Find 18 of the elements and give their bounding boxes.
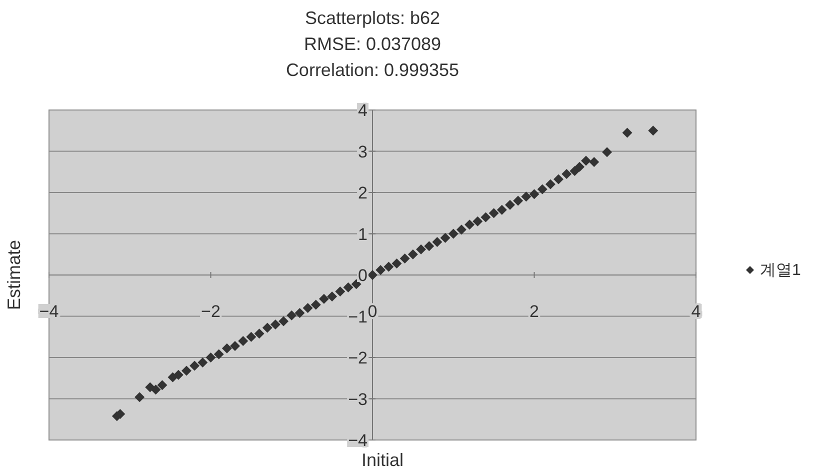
x-tick-label: 2 (530, 302, 539, 321)
y-tick-label: −4 (348, 431, 368, 450)
y-tick-label: 0 (358, 266, 368, 285)
y-tick-label: −3 (348, 390, 368, 409)
legend-label: 계열1 (760, 262, 801, 279)
x-tick-label: −4 (39, 302, 59, 321)
x-tick-label: −2 (201, 302, 220, 321)
x-axis-title: Initial (361, 450, 404, 470)
y-tick-label: −1 (348, 307, 368, 326)
y-tick-label: 1 (358, 224, 368, 244)
y-axis-title: Estimate (4, 240, 24, 310)
y-tick-label: 3 (358, 142, 368, 162)
y-tick-label: 4 (358, 101, 368, 120)
y-tick-label: −2 (348, 348, 368, 368)
x-tick-label: 4 (691, 302, 701, 321)
chart-subtitle: RMSE: 0.037089 Correlation: 0.999355 (286, 34, 460, 80)
chart-title: Scatterplots: b62 (304, 8, 440, 28)
y-tick-label: 2 (358, 184, 368, 202)
